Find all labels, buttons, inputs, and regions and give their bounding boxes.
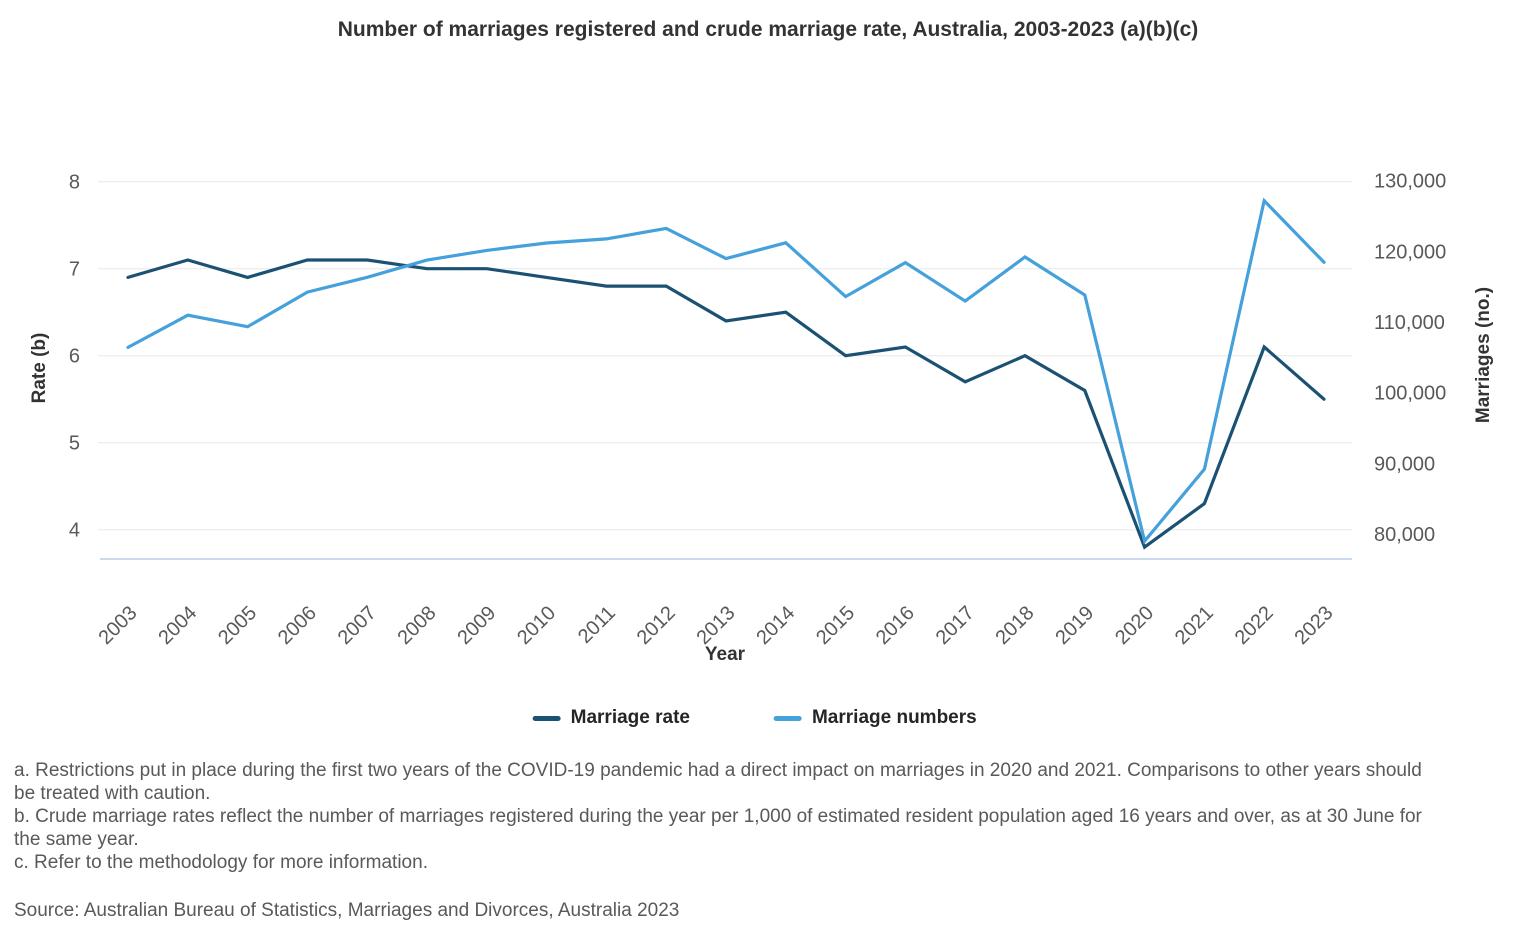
x-tick-label: 2016 <box>872 602 919 649</box>
right-axis-tick-label: 90,000 <box>1374 453 1435 475</box>
marriage-numbers-line-swatch <box>773 715 802 721</box>
x-tick-label: 2015 <box>812 602 859 649</box>
x-tick-label: 2010 <box>513 602 560 649</box>
right-axis-tick-label: 80,000 <box>1374 524 1435 546</box>
marriage-rate-line-swatch <box>532 715 561 721</box>
legend-label-marriage-numbers: Marriage numbers <box>811 707 977 728</box>
source-note: Source: Australian Bureau of Statistics,… <box>14 900 680 921</box>
marriage-numbers-line[interactable] <box>126 197 1326 545</box>
left-axis-title: Rate (b) <box>29 332 50 404</box>
x-tick-label: 2014 <box>752 602 799 649</box>
x-tick-label: 2020 <box>1111 602 1158 649</box>
x-tick-label: 2003 <box>95 602 142 649</box>
x-tick-label: 2022 <box>1231 602 1278 649</box>
x-tick-label: 2021 <box>1171 602 1218 649</box>
legend-item-marriage-numbers[interactable]: Marriage numbers <box>773 707 977 729</box>
x-tick-label: 2007 <box>334 602 381 649</box>
right-axis-tick-label: 130,000 <box>1374 171 1446 193</box>
footnote-c: c. Refer to the methodology for more inf… <box>14 852 428 873</box>
x-tick-label: 2008 <box>394 602 441 649</box>
x-tick-label: 2005 <box>214 602 261 649</box>
legend-label-marriage-rate: Marriage rate <box>570 707 690 728</box>
x-tick-label: 2019 <box>1051 602 1098 649</box>
right-axis-tick-label: 110,000 <box>1374 312 1445 334</box>
left-axis-tick-label: 8 <box>69 172 80 194</box>
x-axis-title: Year <box>704 644 746 665</box>
chart-title: Number of marriages registered and crude… <box>337 18 1199 41</box>
footnote-b: b. Crude marriage rates reflect the numb… <box>14 806 1422 850</box>
right-axis-tick-label: 100,000 <box>1374 383 1446 405</box>
marriage-rate-line[interactable] <box>126 258 1326 550</box>
footnotes: a. Restrictions put in place during the … <box>14 759 1438 922</box>
x-tick-label: 2006 <box>274 602 321 649</box>
x-tick-label: 2023 <box>1291 602 1338 649</box>
x-tick-label: 2009 <box>453 602 500 649</box>
x-tick-label: 2013 <box>693 602 740 649</box>
left-axis-tick-label: 4 <box>69 520 80 542</box>
x-tick-label: 2011 <box>574 602 620 648</box>
x-tick-label: 2018 <box>992 602 1039 649</box>
left-axis-tick-label: 5 <box>69 433 80 455</box>
left-axis-tick-label: 6 <box>69 346 80 368</box>
x-tick-label: 2012 <box>633 602 680 649</box>
left-axis-tick-label: 7 <box>69 259 80 281</box>
legend-item-marriage-rate[interactable]: Marriage rate <box>532 707 690 729</box>
right-axis-tick-label: 120,000 <box>1374 241 1446 263</box>
right-axis-title: Marriages (no.) <box>1473 286 1494 424</box>
line-chart: 8 7 6 5 4 130,000 120,000 110,000 100,000 90,000 8… <box>69 171 1446 649</box>
x-tick-label: 2004 <box>154 602 201 649</box>
footnote-a: a. Restrictions put in place during the … <box>14 760 1422 804</box>
legend: Marriage rate Marriage numbers <box>532 707 977 729</box>
x-tick-label: 2017 <box>932 602 979 649</box>
